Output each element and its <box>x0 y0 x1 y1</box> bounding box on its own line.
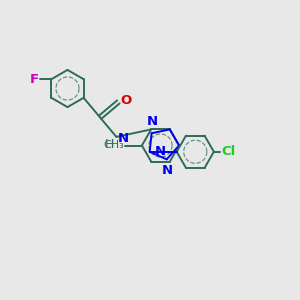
Text: N: N <box>155 145 166 158</box>
Text: CH₃: CH₃ <box>103 140 124 151</box>
Text: N: N <box>147 116 158 128</box>
Text: N: N <box>118 132 129 145</box>
Text: N: N <box>162 164 173 177</box>
Text: Cl: Cl <box>221 145 236 158</box>
Text: F: F <box>29 73 38 86</box>
Text: H: H <box>105 138 115 151</box>
Text: O: O <box>121 94 132 107</box>
